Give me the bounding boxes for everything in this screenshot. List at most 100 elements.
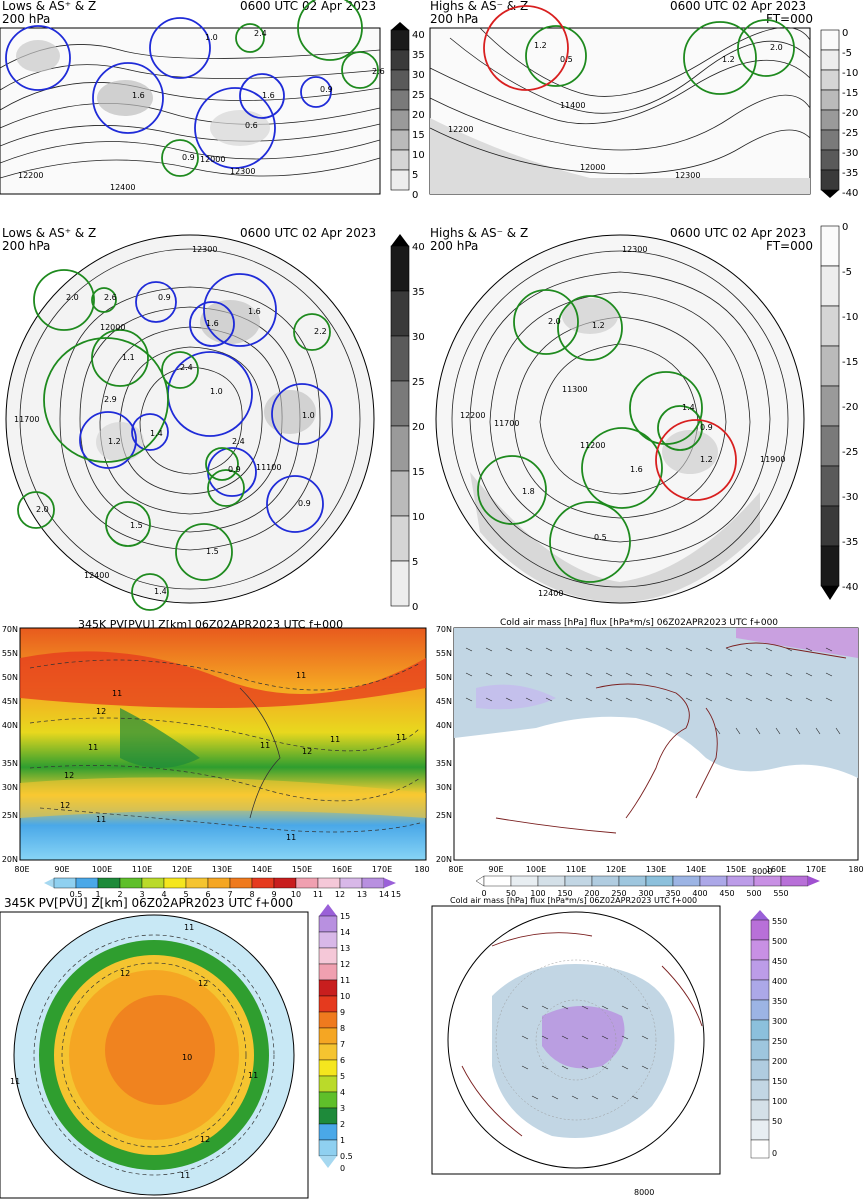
svg-text:11: 11 xyxy=(286,833,296,842)
svg-text:80E: 80E xyxy=(448,865,463,874)
svg-text:2.9: 2.9 xyxy=(104,395,117,404)
svg-text:11: 11 xyxy=(88,743,98,752)
svg-text:45N: 45N xyxy=(2,697,18,706)
svg-text:200: 200 xyxy=(772,1057,787,1066)
svg-text:40N: 40N xyxy=(436,721,452,730)
svg-text:11100: 11100 xyxy=(256,463,281,472)
cold-polar-ref-vector: 8000 xyxy=(634,1188,655,1197)
highs-panel-top: Highs & AS⁻ & Z 200 hPa 0600 UTC 02 Apr … xyxy=(429,0,866,200)
cold-polar-panel: Cold air mass [hPa] flux [hPa*m/s] 06Z02… xyxy=(430,896,866,1200)
svg-text:10: 10 xyxy=(412,150,425,161)
svg-text:20: 20 xyxy=(412,110,425,121)
highs-polar-time: 0600 UTC 02 Apr 2023 xyxy=(670,226,807,240)
pv-map-panel: 345K PV[PVU] Z[km] 06Z02APR2023 UTC f+00… xyxy=(0,618,436,899)
svg-text:10: 10 xyxy=(340,992,350,1001)
svg-text:30N: 30N xyxy=(436,783,452,792)
svg-text:4: 4 xyxy=(161,890,166,899)
svg-text:110E: 110E xyxy=(132,865,152,874)
svg-text:-35: -35 xyxy=(842,537,858,548)
svg-text:0: 0 xyxy=(340,1164,345,1173)
svg-text:35: 35 xyxy=(412,50,425,61)
svg-text:35N: 35N xyxy=(2,759,18,768)
svg-text:450: 450 xyxy=(772,957,787,966)
svg-text:350: 350 xyxy=(772,997,787,1006)
svg-text:12: 12 xyxy=(120,969,130,978)
lows-polar-title: Lows & AS⁺ & Z xyxy=(2,226,97,240)
svg-text:1.6: 1.6 xyxy=(132,91,145,100)
svg-text:3: 3 xyxy=(139,890,144,899)
svg-text:12: 12 xyxy=(198,979,208,988)
highs-polar-ft: FT=000 xyxy=(766,239,813,253)
svg-text:300: 300 xyxy=(638,889,653,898)
svg-text:7: 7 xyxy=(227,890,232,899)
svg-text:12: 12 xyxy=(96,707,106,716)
svg-text:1.2: 1.2 xyxy=(722,55,735,64)
svg-text:150E: 150E xyxy=(726,865,746,874)
svg-text:1.4: 1.4 xyxy=(154,587,167,596)
svg-text:1.4: 1.4 xyxy=(682,403,695,412)
svg-text:1.4: 1.4 xyxy=(150,429,163,438)
svg-text:150: 150 xyxy=(772,1077,787,1086)
svg-text:12200: 12200 xyxy=(18,171,43,180)
svg-text:11: 11 xyxy=(10,1077,20,1086)
svg-text:12400: 12400 xyxy=(110,183,135,192)
svg-text:140E: 140E xyxy=(686,865,706,874)
svg-text:35: 35 xyxy=(412,287,425,298)
svg-text:35N: 35N xyxy=(436,759,452,768)
svg-text:-30: -30 xyxy=(842,148,858,159)
svg-text:0.5: 0.5 xyxy=(560,55,573,64)
svg-text:0.9: 0.9 xyxy=(228,465,241,474)
svg-text:2.6: 2.6 xyxy=(372,67,385,76)
svg-text:2.4: 2.4 xyxy=(180,363,193,372)
svg-text:-5: -5 xyxy=(842,48,852,59)
svg-text:2.0: 2.0 xyxy=(548,317,561,326)
svg-text:0: 0 xyxy=(842,28,848,39)
svg-text:12200: 12200 xyxy=(460,411,485,420)
svg-text:90E: 90E xyxy=(488,865,503,874)
svg-text:1.0: 1.0 xyxy=(302,411,315,420)
svg-text:1.2: 1.2 xyxy=(700,455,713,464)
svg-text:100E: 100E xyxy=(92,865,112,874)
svg-text:12000: 12000 xyxy=(100,323,125,332)
svg-text:70N: 70N xyxy=(2,625,18,634)
highs-map-top: 1.2 0.5 2.0 1.2 11400 12000 12200 12300 xyxy=(429,5,811,195)
svg-text:160E: 160E xyxy=(766,865,786,874)
svg-text:5: 5 xyxy=(412,557,418,568)
svg-text:12: 12 xyxy=(64,771,74,780)
svg-text:-15: -15 xyxy=(842,357,858,368)
cold-map-ref-vector: 8000 xyxy=(752,867,772,876)
lows-polar-time: 0600 UTC 02 Apr 2023 xyxy=(240,226,377,240)
svg-text:50: 50 xyxy=(772,1117,782,1126)
svg-text:9: 9 xyxy=(271,890,276,899)
svg-text:12: 12 xyxy=(200,1135,210,1144)
svg-text:0.9: 0.9 xyxy=(158,293,171,302)
highs-polar-colorbar: 0 -5 -10 -15 -20 -25 -30 -35 -40 xyxy=(820,222,858,600)
svg-text:-5: -5 xyxy=(842,267,852,278)
svg-text:0.9: 0.9 xyxy=(320,85,333,94)
svg-text:11: 11 xyxy=(112,689,122,698)
svg-text:140E: 140E xyxy=(252,865,272,874)
svg-text:11900: 11900 xyxy=(760,455,785,464)
svg-text:400: 400 xyxy=(692,889,707,898)
svg-text:1.6: 1.6 xyxy=(206,319,219,328)
pv-map: 11 11 12 11 12 11 12 11 11 11 12 11 70N … xyxy=(2,625,430,874)
svg-text:20: 20 xyxy=(412,422,425,433)
svg-text:350: 350 xyxy=(665,889,680,898)
svg-text:400: 400 xyxy=(772,977,787,986)
svg-text:1.6: 1.6 xyxy=(630,465,643,474)
svg-text:0.9: 0.9 xyxy=(298,499,311,508)
svg-text:11700: 11700 xyxy=(14,415,39,424)
svg-text:1.6: 1.6 xyxy=(248,307,261,316)
svg-text:1.2: 1.2 xyxy=(108,437,121,446)
lows-panel-polar: Lows & AS⁺ & Z 200 hPa 0600 UTC 02 Apr 2… xyxy=(0,226,425,616)
lows-polar-level: 200 hPa xyxy=(2,239,51,253)
svg-text:1.6: 1.6 xyxy=(262,91,275,100)
svg-text:20N: 20N xyxy=(436,855,452,864)
highs-colorbar-top: 0 -5 -10 -15 -20 -25 -30 -35 -40 xyxy=(820,28,858,199)
svg-text:10: 10 xyxy=(182,1053,192,1062)
svg-text:8: 8 xyxy=(340,1024,345,1033)
svg-text:1.5: 1.5 xyxy=(130,521,143,530)
svg-text:-20: -20 xyxy=(842,402,858,413)
svg-text:40: 40 xyxy=(412,242,425,253)
svg-text:450: 450 xyxy=(719,889,734,898)
